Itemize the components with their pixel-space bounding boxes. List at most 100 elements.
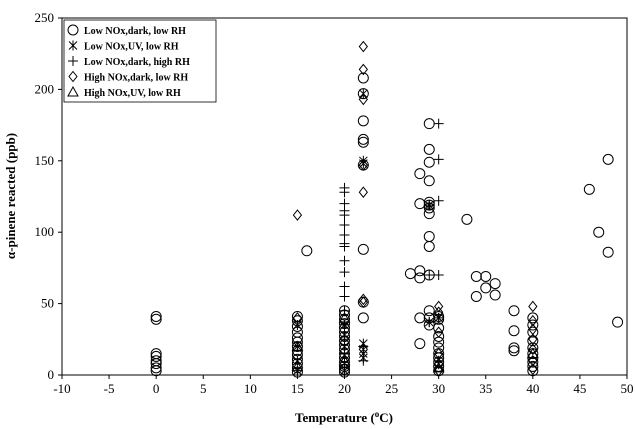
data-point-series-2 <box>433 355 444 366</box>
data-point-series-0 <box>423 156 435 168</box>
data-point-series-3 <box>292 312 303 324</box>
legend-label-1: Low NOx,UV, low RH <box>84 42 179 53</box>
data-point-series-2 <box>424 270 435 281</box>
legend-marker-4 <box>67 85 79 97</box>
x-tick-label: 10 <box>244 381 257 396</box>
y-tick-label: 200 <box>35 81 55 96</box>
data-point-series-0 <box>602 153 614 165</box>
y-tick-label: 250 <box>35 10 55 25</box>
data-points <box>150 40 624 378</box>
data-point-series-0 <box>150 350 162 362</box>
axis-ticks: -10 -5 0 5 10 15 20 25 30 35 40 45 50 0 50 100 150 200 250 <box>35 10 634 396</box>
data-point-series-0 <box>414 338 426 350</box>
data-point-series-2 <box>339 255 350 266</box>
data-point-series-0 <box>527 326 539 338</box>
data-point-series-3 <box>434 357 444 370</box>
y-tick-label: 150 <box>35 153 55 168</box>
data-point-series-0 <box>470 290 482 302</box>
x-tick-label: 5 <box>200 381 207 396</box>
data-point-series-2 <box>339 348 350 359</box>
legend-marker-3 <box>68 70 78 83</box>
data-point-series-2 <box>339 220 350 231</box>
data-point-series-2 <box>433 154 444 165</box>
data-point-series-2 <box>339 305 350 316</box>
data-point-series-2 <box>339 238 350 249</box>
data-point-series-0 <box>150 310 162 322</box>
data-point-series-4 <box>526 347 539 359</box>
data-point-series-0 <box>357 72 369 84</box>
data-point-series-0 <box>423 305 435 317</box>
data-point-series-2 <box>339 198 350 209</box>
legend-label-3: High NOx,dark, low RH <box>84 73 188 84</box>
data-point-series-0 <box>508 325 520 337</box>
data-point-series-0 <box>508 342 520 354</box>
x-tick-label: 40 <box>526 381 539 396</box>
data-point-series-0 <box>423 230 435 242</box>
data-point-series-2 <box>339 334 350 345</box>
data-point-series-2 <box>433 118 444 129</box>
data-point-series-2 <box>424 200 435 211</box>
data-point-series-0 <box>593 226 605 238</box>
x-tick-label: -10 <box>53 381 70 396</box>
legend-box <box>63 19 217 103</box>
data-point-series-0 <box>357 115 369 127</box>
data-point-series-0 <box>357 243 369 255</box>
y-tick-label: 50 <box>41 296 54 311</box>
data-point-series-3 <box>528 343 538 356</box>
data-point-series-2 <box>339 267 350 278</box>
data-point-series-3 <box>528 333 538 346</box>
data-point-series-4 <box>338 354 351 366</box>
y-axis-title: α-pinene reacted (ppb) <box>3 133 18 259</box>
data-point-series-2 <box>424 317 435 328</box>
data-point-series-2 <box>339 291 350 302</box>
data-point-series-0 <box>480 270 492 282</box>
data-point-series-0 <box>489 278 501 290</box>
data-point-series-0 <box>527 312 539 324</box>
data-point-series-3 <box>358 93 368 106</box>
data-point-series-1 <box>293 320 302 331</box>
data-point-series-3 <box>528 323 538 336</box>
data-point-series-2 <box>339 230 350 241</box>
x-tick-label: -5 <box>104 381 115 396</box>
data-point-series-0 <box>470 270 482 282</box>
x-tick-label: 45 <box>573 381 586 396</box>
data-point-series-3 <box>358 343 368 356</box>
data-point-series-0 <box>612 316 624 328</box>
data-point-series-2 <box>339 281 350 292</box>
legend-label-2: Low NOx,dark, high RH <box>84 57 190 68</box>
data-point-series-2 <box>339 182 350 193</box>
data-point-series-0 <box>150 313 162 325</box>
data-point-series-3 <box>434 306 444 318</box>
data-point-series-0 <box>404 268 416 280</box>
data-point-series-0 <box>583 183 595 195</box>
x-tick-label: 25 <box>385 381 398 396</box>
data-point-series-0 <box>527 342 539 354</box>
data-point-series-0 <box>150 362 162 374</box>
x-axis-title: Temperature (oC) <box>295 409 393 425</box>
x-tick-label: 35 <box>479 381 492 396</box>
data-point-series-0 <box>508 345 520 357</box>
data-point-series-0 <box>527 360 539 372</box>
data-point-series-2 <box>433 195 444 206</box>
y-tick-label: 100 <box>35 224 55 239</box>
data-point-series-3 <box>434 300 444 313</box>
legend-label-4: High NOx,UV, low RH <box>84 88 181 99</box>
x-tick-label: 0 <box>153 381 160 396</box>
data-point-series-2 <box>358 341 369 352</box>
data-point-series-0 <box>357 133 369 145</box>
data-point-series-2 <box>433 270 444 281</box>
data-point-series-3 <box>528 354 538 367</box>
data-point-series-0 <box>414 168 426 180</box>
data-point-series-0 <box>461 213 473 225</box>
data-point-series-3 <box>358 159 368 171</box>
data-point-series-0 <box>357 312 369 324</box>
data-point-series-3 <box>528 300 538 313</box>
data-point-series-3 <box>434 347 444 360</box>
data-point-series-3 <box>528 314 538 327</box>
x-tick-label: 20 <box>338 381 351 396</box>
data-point-series-0 <box>150 355 162 367</box>
data-point-series-0 <box>527 335 539 347</box>
data-point-series-0 <box>423 240 435 252</box>
data-point-series-4 <box>338 311 351 323</box>
